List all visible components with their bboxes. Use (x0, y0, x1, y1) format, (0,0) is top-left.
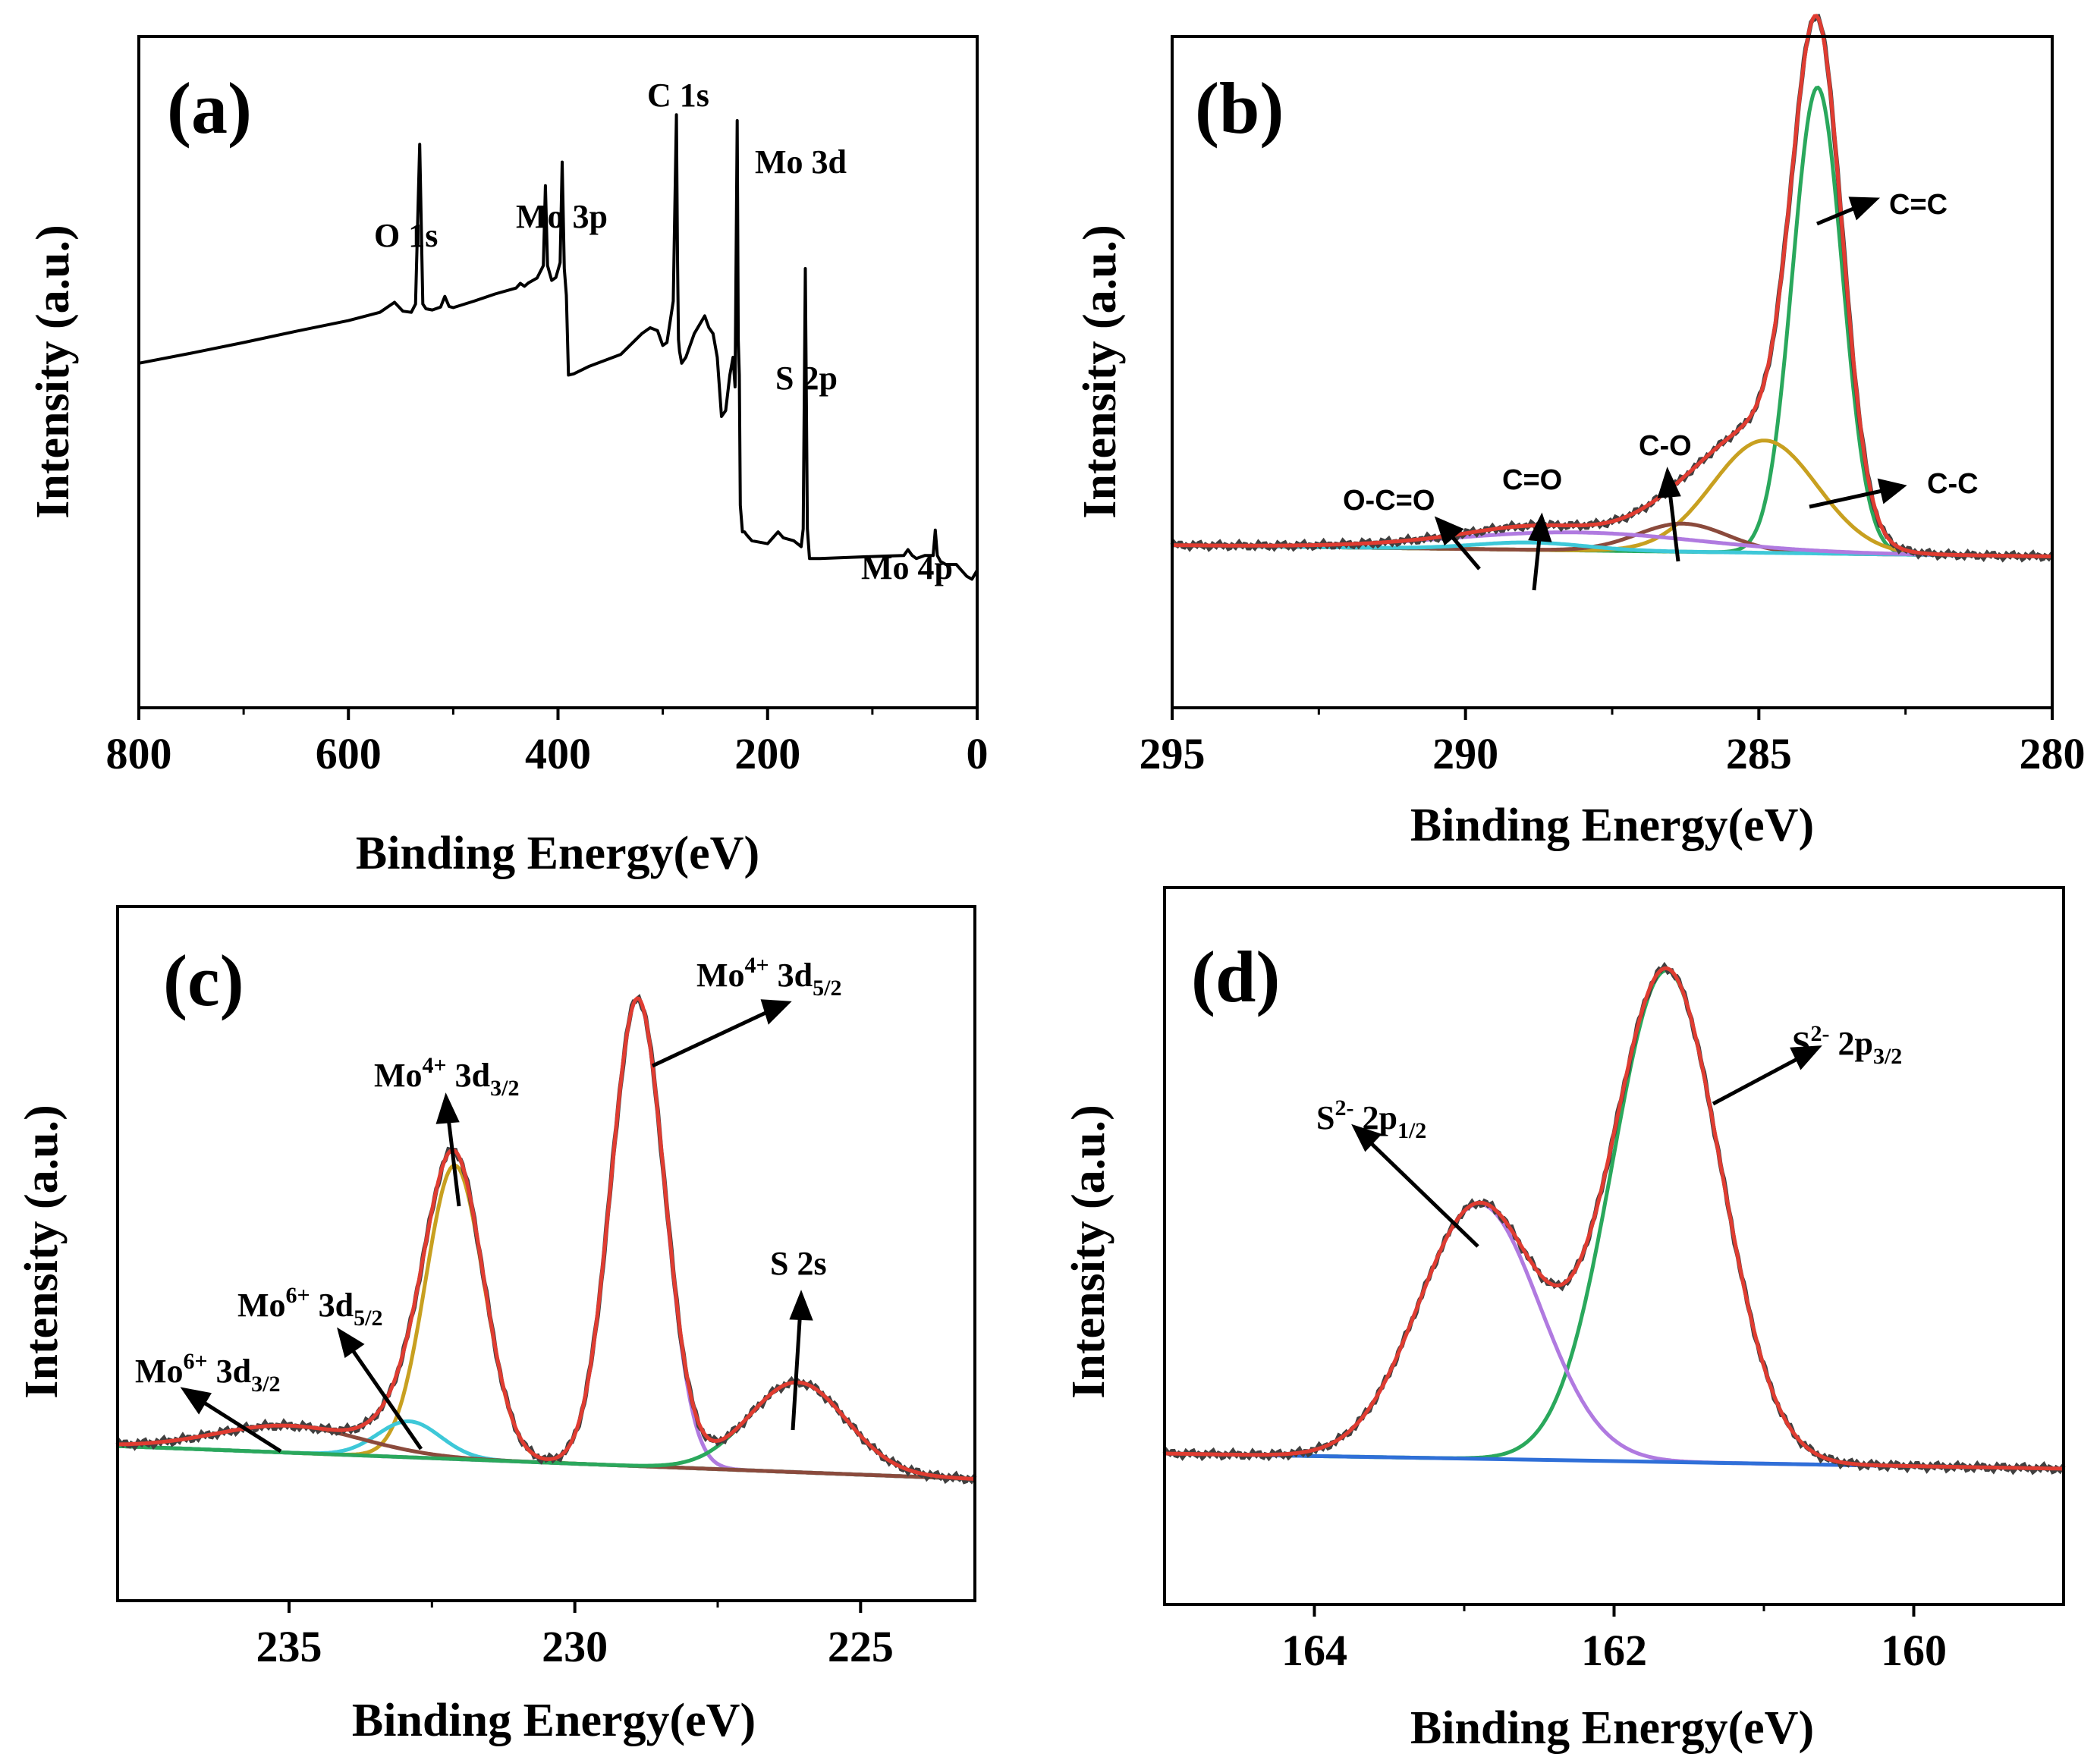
plot-area-c (115, 994, 977, 1485)
peak-label-s2p: S 2p (775, 360, 838, 397)
y-axis-title-c: Intensity (a.u.) (16, 1105, 68, 1399)
peak-label-mo6-d32: Mo6+ 3d3/2 (135, 1349, 280, 1397)
panel-label-a: (a) (167, 68, 252, 149)
ticks-b: 295 290 285 280 (1140, 708, 2086, 778)
plot-area-b (1170, 14, 2054, 563)
arrows-d (1351, 1045, 1822, 1248)
component-mo4-3d5-2 (117, 996, 976, 1482)
x-tick-label: 800 (106, 729, 172, 778)
peak-label-mo3p: Mo 3p (516, 198, 608, 235)
x-axis-title-b: Binding Energy(eV) (1410, 800, 1814, 851)
x-tick-label: 164 (1281, 1626, 1347, 1675)
raw-spectrum-line (1162, 961, 2066, 1476)
x-tick-label: 600 (316, 729, 382, 778)
y-axis-title-d: Intensity (a.u.) (1063, 1105, 1114, 1399)
x-tick-label: 280 (2020, 729, 2086, 778)
peak-label-s-2p32: S2- 2p3/2 (1792, 1021, 1902, 1069)
x-axis-title-d: Binding Energy(eV) (1410, 1702, 1814, 1754)
peak-label-c1s: C 1s (647, 77, 709, 114)
x-tick-label: 230 (542, 1622, 608, 1671)
x-tick-label: 235 (256, 1622, 322, 1671)
axes-frame-d (1163, 886, 2065, 1606)
ticks-c: 235 230 225 (256, 1601, 894, 1671)
plot-area-d (1162, 961, 2066, 1476)
y-axis-title-a: Intensity (a.u.) (27, 225, 79, 519)
panel-c: 235 230 225 (c) Mo4+ 3d5/2 Mo4+ 3d3/2 Mo6+… (16, 905, 977, 1746)
peak-label-s2s: S 2s (770, 1245, 827, 1282)
x-tick-label: 225 (828, 1622, 894, 1671)
ticks-a: 800 600 400 200 0 (106, 708, 989, 778)
axes-frame-c (116, 905, 976, 1602)
peak-label-s-2p12: S2- 2p1/2 (1316, 1095, 1426, 1143)
peak-label-cc: C-C (1927, 468, 1979, 500)
panel-label-b: (b) (1195, 68, 1284, 149)
arrows-b (1434, 196, 1907, 591)
ticks-d: 164 162 160 (1281, 1604, 1947, 1675)
arrows-c (180, 999, 813, 1454)
panel-b: 295 290 285 280 (b) O-C=O C=O C-O C=C C-C B… (1074, 14, 2086, 851)
x-axis-title-c: Binding Energy(eV) (352, 1695, 756, 1746)
peak-label-mo4-d32: Mo4+ 3d3/2 (374, 1053, 519, 1101)
x-tick-label: 400 (525, 729, 591, 778)
fit-envelope-line (117, 996, 976, 1481)
x-tick-label: 0 (967, 729, 989, 778)
x-tick-label: 285 (1726, 729, 1792, 778)
plot-area-a (138, 113, 979, 581)
peak-label-mo3d: Mo 3d (755, 143, 847, 181)
x-tick-label: 160 (1881, 1626, 1947, 1675)
panel-d: 164 162 160 (d) S2- 2p1/2 S2- 2p3/2 Bindin… (1063, 886, 2066, 1754)
axes-frame-b (1171, 35, 2054, 709)
peak-label-ceqo: C=O (1502, 464, 1562, 496)
fit-envelope-line (1172, 14, 2052, 558)
panel-a: 800 600 400 200 0 (a) O 1s Mo 3p C 1s Mo 3d … (27, 35, 989, 879)
x-tick-label: 162 (1581, 1626, 1647, 1675)
x-tick-label: 295 (1140, 729, 1206, 778)
component-c-c (1172, 438, 2052, 558)
survey-spectrum-line (138, 113, 979, 581)
component-s2-2p3-2 (1165, 968, 2064, 1471)
peak-label-mo6-d52: Mo6+ 3d5/2 (237, 1283, 382, 1331)
peak-label-mo4-d52: Mo4+ 3d5/2 (696, 953, 841, 1001)
component-c-c (1172, 85, 2052, 558)
peak-label-ocO: O-C=O (1343, 485, 1435, 517)
panel-label-d: (d) (1191, 936, 1280, 1017)
y-axis-title-b: Intensity (a.u.) (1074, 225, 1126, 519)
peak-label-co: C-O (1639, 430, 1692, 462)
fit-envelope-line (1165, 966, 2064, 1471)
component-s2-2p1-2 (1165, 1202, 2064, 1471)
x-tick-label: 290 (1432, 729, 1498, 778)
axes-frame-a (137, 35, 979, 709)
raw-spectrum-line (1170, 14, 2054, 563)
x-axis-title-a: Binding Energy(eV) (356, 828, 759, 879)
peak-label-o1s: O 1s (374, 217, 438, 254)
peak-label-mo4p: Mo 4p (861, 549, 953, 586)
panel-label-c: (c) (163, 940, 244, 1021)
raw-spectrum-line (115, 994, 977, 1485)
peak-label-ceqc: C=C (1889, 189, 1948, 221)
x-tick-label: 200 (734, 729, 800, 778)
